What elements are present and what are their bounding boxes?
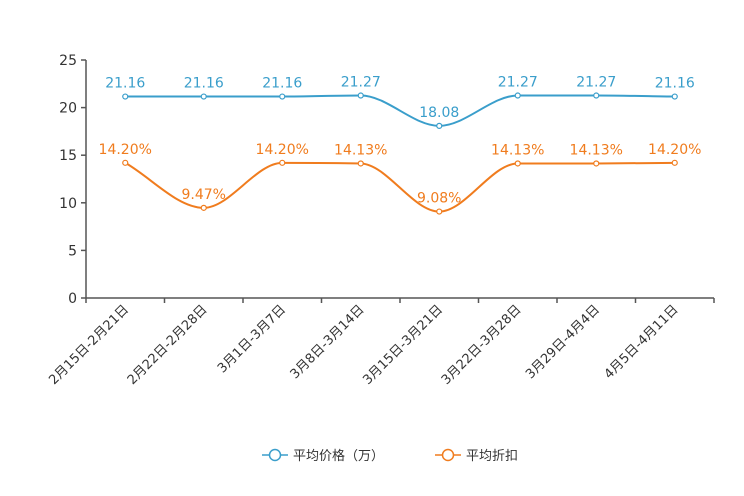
data-label: 21.16	[184, 76, 224, 92]
data-point	[357, 160, 364, 167]
data-point	[593, 160, 600, 167]
x-tick-label: 3月15日-3月21日	[360, 302, 446, 388]
data-point	[122, 159, 129, 166]
data-label: 21.16	[655, 76, 695, 92]
data-label: 14.20%	[648, 142, 701, 158]
data-point	[514, 160, 521, 167]
legend-item-1: 平均价格（万）	[262, 448, 384, 464]
data-point	[200, 93, 207, 100]
x-tick-label: 3月22日-3月28日	[439, 302, 525, 388]
data-point	[671, 159, 678, 166]
data-point	[200, 204, 207, 211]
data-point	[279, 159, 286, 166]
series-line	[124, 161, 675, 213]
data-point	[436, 208, 443, 215]
data-point	[436, 122, 443, 129]
data-label: 21.16	[105, 76, 145, 92]
data-label: 14.13%	[334, 142, 387, 158]
data-label: 21.16	[262, 76, 302, 92]
legend-marker	[268, 448, 282, 462]
series-line	[125, 94, 675, 127]
legend-item-2: 平均折扣	[435, 448, 518, 464]
legend-label: 平均折扣	[466, 449, 518, 464]
x-tick-label: 3月1日-3月7日	[215, 302, 289, 376]
data-point	[671, 93, 678, 100]
y-tick-label: 25	[59, 53, 77, 69]
data-label: 21.27	[576, 75, 616, 91]
x-tick-label: 4月5日-4月11日	[602, 302, 682, 382]
data-label: 14.13%	[570, 142, 623, 158]
series-1: 21.16 21.16 21.16 21.27 18.08 21.27 21.27 21.16	[105, 75, 695, 129]
data-point	[357, 92, 364, 99]
data-point	[279, 93, 286, 100]
legend: 平均价格（万） 平均折扣	[262, 448, 518, 464]
data-point	[122, 93, 129, 100]
legend-marker	[441, 448, 455, 462]
y-axis: 0 5 10 15 20 25	[59, 53, 87, 307]
data-point	[514, 92, 521, 99]
y-tick-label: 0	[68, 291, 77, 307]
x-tick-label: 3月8日-3月14日	[288, 302, 368, 382]
data-label: 14.13%	[491, 142, 544, 158]
data-label: 14.20%	[99, 142, 152, 158]
series-2: 14.20% 9.47% 14.20% 14.13% 9.08% 14.13% 14.13%…	[99, 142, 701, 215]
y-tick-label: 20	[59, 101, 77, 117]
y-tick-label: 10	[59, 196, 77, 212]
x-tick-label: 2月15日-2月21日	[46, 302, 132, 388]
data-label: 21.27	[498, 75, 538, 91]
data-point	[593, 92, 600, 99]
y-tick-label: 5	[68, 243, 77, 259]
data-label: 9.08%	[417, 191, 461, 207]
x-tick-label: 3月29日-4月4日	[523, 302, 603, 382]
data-label: 21.27	[341, 75, 381, 91]
data-label: 14.20%	[256, 142, 309, 158]
data-label: 18.08	[419, 105, 459, 121]
y-tick-label: 15	[59, 148, 77, 164]
legend-label: 平均价格（万）	[293, 448, 384, 464]
x-tick-label: 2月22日-2月28日	[125, 302, 211, 388]
data-label: 9.47%	[182, 187, 226, 203]
